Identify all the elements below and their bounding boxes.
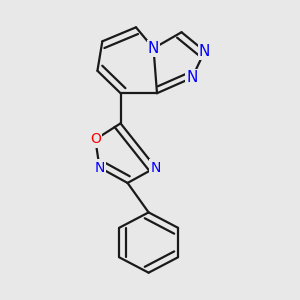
Text: N: N (148, 41, 159, 56)
Text: N: N (150, 160, 161, 175)
Text: O: O (90, 133, 101, 146)
Text: N: N (186, 70, 198, 85)
Text: N: N (94, 160, 105, 175)
Text: N: N (199, 44, 210, 59)
